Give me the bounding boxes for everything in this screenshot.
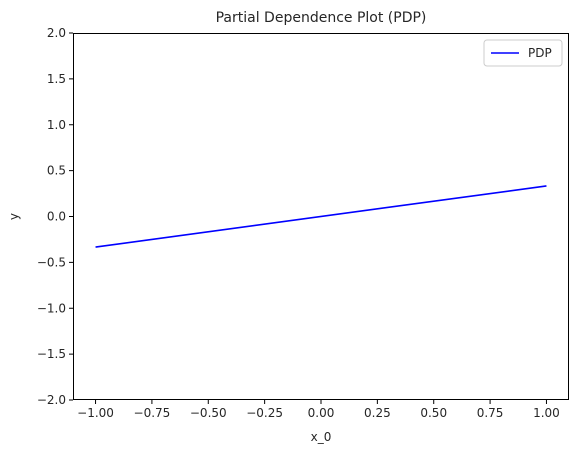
x-tick-label: −1.00 bbox=[77, 406, 114, 420]
x-tick-label: 0.75 bbox=[477, 406, 504, 420]
legend-box bbox=[483, 39, 563, 67]
y-tick-label: −1.0 bbox=[37, 301, 66, 315]
y-tick-label: −2.0 bbox=[37, 393, 66, 407]
legend-label: PDP bbox=[528, 46, 552, 60]
y-tick-label: 2.0 bbox=[47, 26, 66, 40]
x-tick-label: −0.25 bbox=[246, 406, 283, 420]
y-axis: −2.0 −1.5 −1.0 −0.5 0.0 0.5 1.0 1.5 2.0 bbox=[37, 26, 73, 407]
y-tick-label: −0.5 bbox=[37, 255, 66, 269]
series-line-pdp bbox=[95, 185, 547, 248]
y-tick-label: 0.0 bbox=[47, 210, 66, 224]
x-tick-label: −0.50 bbox=[190, 406, 227, 420]
y-axis-title: y bbox=[7, 213, 21, 220]
series-layer bbox=[95, 185, 547, 248]
y-tick-label: 1.0 bbox=[47, 118, 66, 132]
x-tick-label: 0.00 bbox=[308, 406, 335, 420]
y-tick-label: −1.5 bbox=[37, 347, 66, 361]
x-axis: −1.00 −0.75 −0.50 −0.25 0.00 0.25 0.50 0.75 1.00 bbox=[77, 400, 560, 420]
chart-title: Partial Dependence Plot (PDP) bbox=[216, 10, 427, 26]
legend: PDP bbox=[483, 39, 563, 67]
x-tick-label: 0.25 bbox=[364, 406, 391, 420]
x-tick-label: 1.00 bbox=[533, 406, 560, 420]
x-tick-label: 0.50 bbox=[420, 406, 447, 420]
y-tick-label: 1.5 bbox=[47, 72, 66, 86]
y-tick-label: 0.5 bbox=[47, 164, 66, 178]
x-tick-label: −0.75 bbox=[134, 406, 171, 420]
plot-area bbox=[73, 33, 569, 400]
x-axis-title: x_0 bbox=[311, 430, 332, 444]
